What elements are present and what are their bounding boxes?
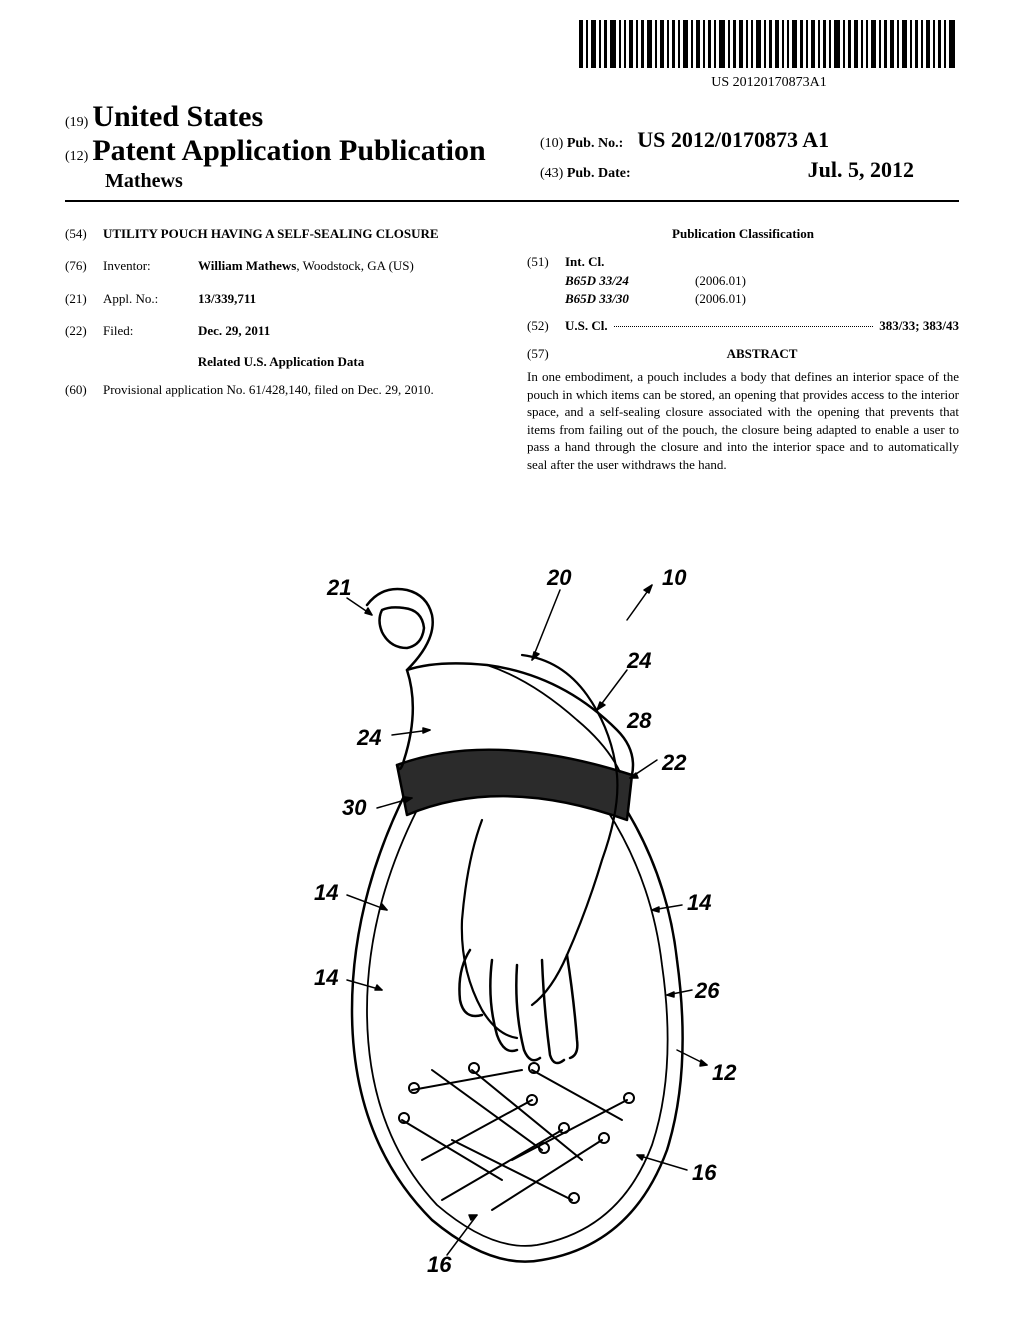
pub-no-label: Pub. No.: [567,136,623,151]
abstract-text: In one embodiment, a pouch includes a bo… [527,368,959,473]
ref-10: 10 [662,565,687,590]
field-43: (43) [540,166,563,181]
us-cl-label: U.S. Cl. [565,317,608,335]
ref-24: 24 [626,648,651,673]
biblio-columns: (54) UTILITY POUCH HAVING A SELF-SEALING… [65,225,959,474]
ref-22: 22 [661,750,687,775]
inventor-location: , Woodstock, GA (US) [296,258,414,273]
header-right: (10) Pub. No.: US 2012/0170873 A1 (43) P… [540,127,914,183]
ref-21: 21 [326,575,351,600]
field-52: (52) [527,317,565,335]
ref-20: 20 [546,565,572,590]
field-60: (60) [65,381,103,399]
ref-26: 26 [694,978,720,1003]
arm-outline [522,655,617,1005]
int-cl-list: B65D 33/24 (2006.01) B65D 33/30 (2006.01… [565,272,959,307]
field-21: (21) [65,290,103,308]
int-cl-row: B65D 33/30 (2006.01) [565,290,959,308]
ref-14: 14 [314,880,338,905]
ref-24: 24 [356,725,381,750]
ref-12: 12 [712,1060,737,1085]
abstract-heading: ABSTRACT [565,345,959,363]
int-cl-year: (2006.01) [695,272,746,290]
int-cl-code: B65D 33/30 [565,290,695,308]
appl-no: 13/339,711 [198,290,497,308]
field-19: (19) [65,115,88,130]
ref-14: 14 [687,890,711,915]
pub-no: US 2012/0170873 A1 [637,127,829,152]
barcode-block: US 20120170873A1 [579,20,959,91]
classification-heading: Publication Classification [527,225,959,243]
carabiner-icon [380,607,425,648]
pouch-body-outline [352,790,683,1262]
country: United States [92,100,263,133]
items-pile [399,1063,634,1210]
field-54: (54) [65,225,103,243]
figure-area: 21 20 10 24 24 28 30 22 14 14 14 26 12 1… [0,560,1024,1280]
field-22: (22) [65,322,103,340]
closure-band [397,750,632,820]
pub-date-label: Pub. Date: [567,166,631,181]
barcode-text: US 20120170873A1 [579,75,959,91]
field-76: (76) [65,257,103,275]
int-cl-row: B65D 33/24 (2006.01) [565,272,959,290]
inventor-label: Inventor: [103,257,198,275]
invention-title: UTILITY POUCH HAVING A SELF-SEALING CLOS… [103,225,497,243]
int-cl-label: Int. Cl. [565,253,604,271]
dot-leader [614,317,874,327]
related-data-heading: Related U.S. Application Data [65,353,497,371]
header-divider [65,200,959,202]
ref-28: 28 [626,708,652,733]
filed-date: Dec. 29, 2011 [198,322,497,340]
appl-no-label: Appl. No.: [103,290,198,308]
inventor-name: William Mathews [198,258,296,273]
filed-label: Filed: [103,322,198,340]
patent-figure: 21 20 10 24 24 28 30 22 14 14 14 26 12 1… [232,560,792,1280]
ref-30: 30 [342,795,367,820]
pub-date: Jul. 5, 2012 [808,157,914,182]
publication-type: Patent Application Publication [92,134,485,167]
barcode-graphic [579,20,959,68]
int-cl-code: B65D 33/24 [565,272,695,290]
field-51: (51) [527,253,565,271]
field-57: (57) [527,345,565,369]
inventor-value: William Mathews, Woodstock, GA (US) [198,257,497,275]
field-12: (12) [65,149,88,164]
provisional-text: Provisional application No. 61/428,140, … [103,381,497,399]
ref-14: 14 [314,965,338,990]
field-10: (10) [540,136,563,151]
ref-16: 16 [692,1160,717,1185]
left-column: (54) UTILITY POUCH HAVING A SELF-SEALING… [65,225,497,474]
us-cl-value: 383/33; 383/43 [879,317,959,335]
int-cl-year: (2006.01) [695,290,746,308]
right-column: Publication Classification (51) Int. Cl.… [527,225,959,474]
ref-16: 16 [427,1252,452,1277]
